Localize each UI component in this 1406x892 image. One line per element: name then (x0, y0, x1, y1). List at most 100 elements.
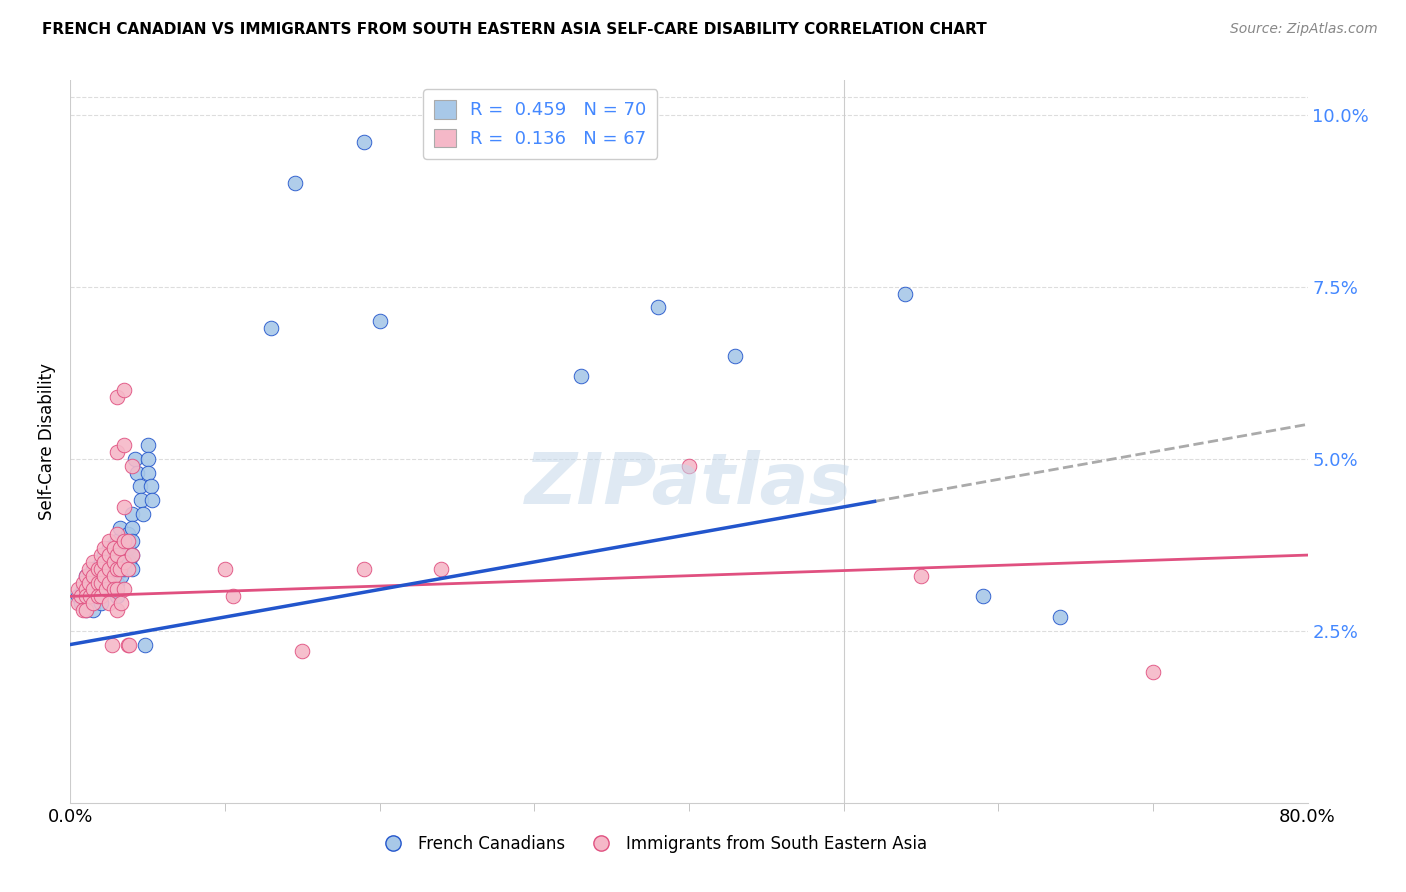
Point (105, 390, 128, 404)
Point (222, 590, 245, 604)
Point (77, 582, 100, 597)
Point (105, 548, 128, 562)
Point (121, 534, 143, 549)
Point (284, 177, 307, 191)
Point (114, 582, 135, 597)
Point (121, 562, 143, 576)
Point (368, 314, 391, 328)
Point (105, 534, 128, 549)
Point (98, 534, 120, 549)
Point (87, 590, 110, 604)
Point (129, 479, 152, 493)
Point (103, 541, 125, 556)
Point (105, 603, 128, 617)
Point (87, 568, 110, 582)
Point (108, 541, 131, 556)
Point (87, 562, 110, 576)
Point (103, 568, 125, 582)
Point (136, 466, 159, 480)
Point (430, 562, 453, 576)
Point (75, 603, 97, 617)
Point (87, 582, 110, 597)
Point (90, 568, 112, 582)
Point (98, 582, 120, 597)
Point (105, 527, 128, 541)
Point (103, 562, 125, 576)
Point (82, 575, 105, 590)
Point (569, 369, 592, 384)
Point (67, 582, 90, 597)
Point (79, 590, 101, 604)
Point (105, 590, 128, 604)
Point (114, 562, 135, 576)
Point (121, 548, 143, 562)
Point (105, 445, 128, 459)
Point (72, 575, 94, 590)
Point (114, 534, 135, 549)
Point (121, 548, 143, 562)
Point (124, 451, 146, 466)
Y-axis label: Self-Care Disability: Self-Care Disability (38, 363, 56, 520)
Point (94, 575, 117, 590)
Point (136, 438, 159, 452)
Point (114, 534, 135, 549)
Point (67, 590, 90, 604)
Point (353, 135, 375, 149)
Point (114, 438, 135, 452)
Point (103, 582, 125, 597)
Point (117, 541, 139, 556)
Text: ZIPatlas: ZIPatlas (526, 450, 852, 519)
Point (90, 548, 112, 562)
Point (647, 301, 669, 315)
Point (72, 603, 94, 617)
Point (353, 562, 375, 576)
Point (117, 562, 139, 576)
Point (103, 555, 125, 569)
Point (94, 582, 117, 597)
Point (105, 548, 128, 562)
Point (98, 562, 120, 576)
Point (291, 644, 314, 658)
Point (101, 638, 124, 652)
Point (108, 541, 131, 556)
Point (108, 520, 131, 534)
Point (114, 548, 135, 562)
Point (108, 562, 131, 576)
Point (1049, 610, 1071, 624)
Point (110, 555, 132, 569)
Point (90, 590, 112, 604)
Point (77, 562, 100, 576)
Point (70, 596, 93, 610)
Point (90, 582, 112, 597)
Point (260, 321, 283, 335)
Point (972, 590, 994, 604)
Point (110, 596, 132, 610)
Point (90, 562, 112, 576)
Point (90, 562, 112, 576)
Point (114, 383, 135, 397)
Point (93, 568, 115, 582)
Point (105, 562, 128, 576)
Legend: French Canadians, Immigrants from South Eastern Asia: French Canadians, Immigrants from South … (370, 828, 934, 860)
Point (118, 555, 141, 569)
Point (75, 603, 97, 617)
Point (114, 555, 135, 569)
Point (82, 582, 105, 597)
Point (139, 479, 162, 493)
Point (132, 507, 155, 521)
Point (131, 493, 153, 508)
Point (82, 568, 105, 582)
Point (136, 451, 159, 466)
Point (93, 555, 115, 569)
Point (105, 575, 128, 590)
Point (98, 568, 120, 582)
Point (103, 575, 125, 590)
Point (90, 596, 112, 610)
Point (134, 638, 156, 652)
Point (103, 548, 125, 562)
Point (87, 575, 110, 590)
Point (98, 548, 120, 562)
Point (117, 527, 139, 541)
Point (214, 562, 236, 576)
Point (90, 575, 112, 590)
